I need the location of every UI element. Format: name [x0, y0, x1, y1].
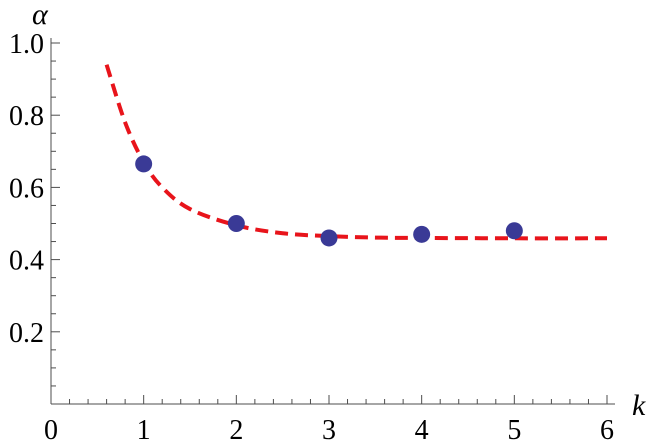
y-tick-label: 0.6 [9, 173, 44, 204]
x-tick-label: 6 [600, 415, 614, 445]
x-tick-label: 5 [507, 415, 521, 445]
x-tick-label: 1 [137, 415, 151, 445]
data-point [505, 222, 523, 240]
y-tick-label: 1.0 [9, 29, 44, 60]
data-point [320, 229, 338, 247]
y-tick-label: 0.2 [9, 318, 44, 349]
y-axis-label: α [32, 0, 49, 31]
y-tick-label: 0.4 [9, 246, 44, 277]
x-tick-label: 4 [415, 415, 429, 445]
x-tick-label: 0 [44, 415, 58, 445]
y-tick-label: 0.8 [9, 101, 44, 132]
x-tick-label: 2 [229, 415, 243, 445]
chart-ticks [50, 42, 608, 405]
x-axis-label: k [632, 389, 646, 422]
data-point [227, 215, 245, 232]
x-tick-label: 3 [322, 415, 336, 445]
chart-series [104, 64, 608, 247]
chart-axes [50, 38, 615, 405]
chart-tick-labels: 0 1 2 3 4 5 6 0.2 0.4 0.6 0.8 1.0 [9, 29, 614, 445]
data-point [135, 155, 153, 173]
fit-curve-line [104, 64, 608, 241]
data-point [413, 225, 431, 243]
